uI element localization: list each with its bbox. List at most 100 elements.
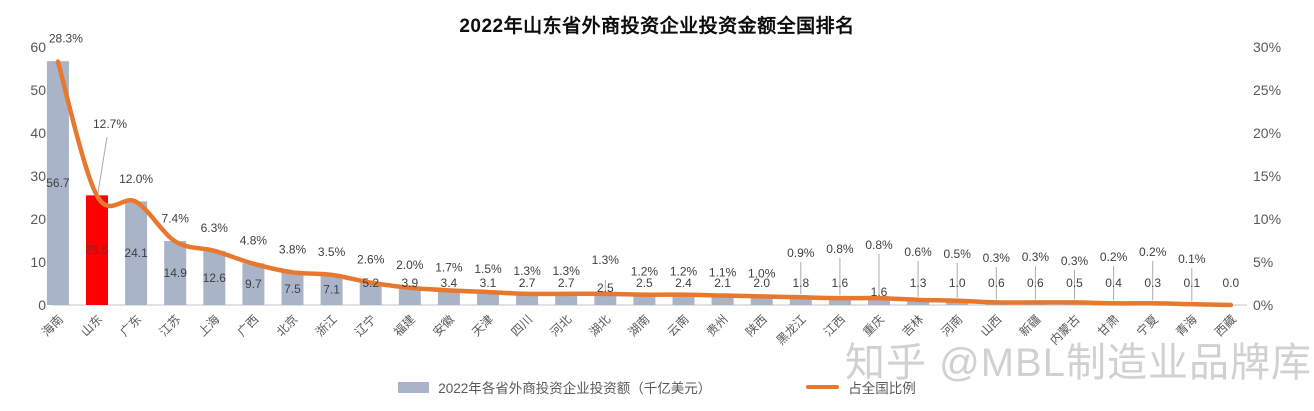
legend-item-line-series: 占全国比例 [806, 377, 916, 397]
category-label: 河北 [547, 312, 574, 339]
bar [125, 201, 148, 305]
bar-value-label: 5.2 [362, 276, 379, 290]
bar [164, 240, 187, 305]
pct-value-label: 0.3% [1061, 254, 1089, 268]
pct-value-label: 0.3% [983, 251, 1011, 265]
bar-value-label: 24.1 [124, 246, 148, 260]
legend: 2022年各省外商投资企业投资额（千亿美元） 占全国比例 [0, 377, 1314, 397]
left-axis-tick-label: 40 [30, 125, 46, 141]
bar-value-label: 1.0 [949, 276, 966, 290]
category-label: 上海 [195, 312, 223, 340]
pct-value-label: 4.8% [240, 234, 268, 248]
left-axis-tick-label: 10 [30, 254, 46, 270]
bar-value-label: 2.1 [714, 276, 731, 290]
category-label: 云南 [664, 312, 692, 340]
bar-value-label: 0.5 [1066, 276, 1083, 290]
bar [711, 295, 734, 305]
trend-line [55, 59, 1234, 308]
pct-value-label: 2.6% [357, 253, 385, 267]
legend-item-bar-series: 2022年各省外商投资企业投资额（千亿美元） [398, 377, 711, 397]
category-label: 海南 [38, 312, 66, 340]
left-axis-tick-label: 50 [30, 82, 46, 98]
line-series-swatch-icon [806, 385, 840, 389]
right-axis-tick-label: 5% [1253, 254, 1273, 270]
bar-value-label: 0.1 [1183, 276, 1200, 290]
right-axis-tick-label: 0% [1253, 297, 1273, 313]
left-axis-tick-label: 30 [30, 168, 46, 184]
bar-value-label: 7.1 [323, 283, 340, 297]
bar [46, 61, 69, 305]
bar [320, 274, 343, 305]
pct-value-label: 0.2% [1100, 250, 1128, 264]
category-label: 北京 [274, 312, 301, 339]
right-axis-tick-label: 15% [1253, 168, 1281, 184]
pct-value-label: 2.0% [396, 258, 424, 272]
bar-value-label: 25.5 [85, 243, 109, 257]
pct-value-label: 1.3% [513, 264, 541, 278]
bar-value-label: 3.4 [441, 276, 458, 290]
watermark: 知乎 @MBL制造业品牌库 [845, 341, 1312, 385]
bar-value-label: 2.7 [558, 276, 575, 290]
pct-value-label: 6.3% [201, 221, 229, 235]
bar-value-label: 2.7 [519, 276, 536, 290]
bar-value-label: 2.5 [636, 276, 653, 290]
bar [750, 296, 773, 305]
pct-value-label: 3.8% [279, 242, 307, 256]
category-label: 贵州 [704, 312, 731, 339]
category-label: 山东 [78, 312, 105, 339]
pct-value-label: 1.5% [474, 262, 502, 276]
bar [437, 290, 460, 305]
bar [281, 272, 304, 305]
bar-value-label: 1.8 [792, 276, 809, 290]
category-label: 湖北 [586, 312, 614, 340]
pct-value-label: 0.6% [904, 245, 932, 259]
pct-value-label: 0.8% [865, 238, 893, 252]
category-label: 浙江 [313, 312, 340, 339]
category-label: 江西 [821, 312, 848, 339]
bar-value-label: 0.3 [1144, 276, 1161, 290]
bar-value-label: 1.3 [910, 276, 927, 290]
pct-value-label: 0.1% [1178, 252, 1206, 266]
pct-value-label: 0.2% [1139, 245, 1167, 259]
left-axis-tick-label: 0 [38, 297, 46, 313]
category-label: 安徽 [429, 312, 457, 340]
bar-value-label: 0.6 [988, 276, 1005, 290]
bar [828, 298, 851, 305]
category-label: 江苏 [156, 312, 183, 339]
bar-value-label: 2.0 [753, 276, 770, 290]
bar-value-label: 0.4 [1105, 276, 1122, 290]
right-axis-tick-label: 25% [1253, 82, 1281, 98]
pct-value-label: 1.2% [631, 265, 659, 279]
pct-value-label: 1.2% [670, 265, 698, 279]
pct-value-label: 1.1% [709, 266, 737, 280]
bar-value-label: 0.0 [1223, 276, 1240, 290]
bar [868, 298, 890, 305]
pct-value-label: 1.3% [592, 253, 620, 267]
bar [672, 294, 695, 305]
pct-value-label: 28.3% [49, 32, 83, 46]
right-axis-tick-label: 20% [1253, 125, 1281, 141]
bar-value-label: 2.4 [675, 276, 692, 290]
bar-value-label: 12.6 [203, 271, 227, 285]
pct-value-label: 1.3% [553, 264, 581, 278]
pct-value-label: 12.0% [119, 172, 153, 186]
right-axis-tick-label: 30% [1253, 39, 1281, 55]
pct-value-label: 0.9% [787, 246, 815, 260]
bar-series-label: 2022年各省外商投资企业投资额（千亿美元） [438, 381, 712, 396]
bar-value-label: 0.6 [1027, 276, 1044, 290]
pct-value-label: 1.7% [435, 260, 463, 274]
bar-value-label: 14.9 [164, 266, 188, 280]
right-axis-tick-label: 10% [1253, 211, 1281, 227]
chart-title: 2022年山东省外商投资企业投资金额全国排名 [459, 16, 855, 37]
category-label: 广东 [117, 312, 144, 339]
bar-value-label: 3.1 [480, 276, 497, 290]
bar [477, 291, 499, 305]
pct-value-label: 7.4% [162, 211, 190, 225]
bar [359, 282, 382, 305]
bar [907, 299, 930, 305]
line-series-label: 占全国比例 [848, 381, 916, 396]
pct-value-label: 0.5% [944, 247, 972, 261]
bar-value-label: 9.7 [245, 277, 262, 291]
bar [398, 288, 421, 305]
